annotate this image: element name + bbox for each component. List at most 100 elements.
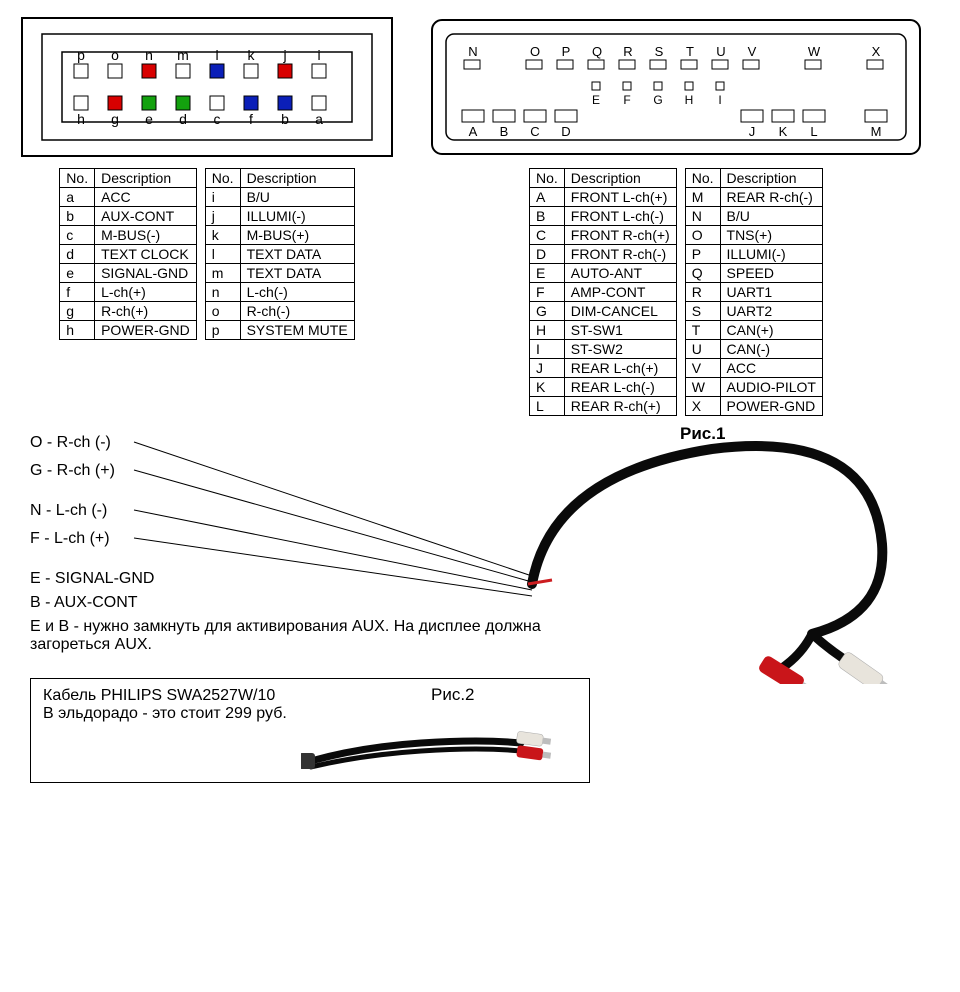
wire-label: E - SIGNAL-GND <box>30 570 154 588</box>
table-row: EAUTO-ANT <box>530 264 677 283</box>
pin-no: c <box>60 226 95 245</box>
table-row: cM-BUS(-) <box>60 226 196 245</box>
table-row: dTEXT CLOCK <box>60 245 196 264</box>
pin-desc: TEXT DATA <box>240 245 354 264</box>
pin-desc: FRONT R-ch(+) <box>564 226 676 245</box>
pin-no: a <box>60 188 95 207</box>
col-desc: Description <box>240 169 354 188</box>
svg-text:N: N <box>468 44 477 59</box>
svg-text:e: e <box>145 111 153 127</box>
pin-no: A <box>530 188 565 207</box>
connector2-tables: No. Description AFRONT L-ch(+)BFRONT L-ch… <box>529 168 823 416</box>
col-desc: Description <box>95 169 197 188</box>
svg-text:F: F <box>623 93 630 107</box>
table-row: hPOWER-GND <box>60 321 196 340</box>
svg-text:c: c <box>214 111 221 127</box>
wire-label: O - R-ch (-) <box>30 434 111 452</box>
table-row: kM-BUS(+) <box>205 226 354 245</box>
table-row: PILLUMI(-) <box>685 245 822 264</box>
pin-desc: FRONT L-ch(+) <box>564 188 676 207</box>
svg-text:l: l <box>215 47 218 63</box>
pin-no: E <box>530 264 565 283</box>
svg-text:f: f <box>249 111 253 127</box>
svg-text:p: p <box>77 47 85 63</box>
pin-no: k <box>205 226 240 245</box>
pin-no: B <box>530 207 565 226</box>
table-row: QSPEED <box>685 264 822 283</box>
table-row: WAUDIO-PILOT <box>685 378 822 397</box>
svg-text:n: n <box>145 47 153 63</box>
pin-desc: CAN(+) <box>720 321 822 340</box>
svg-text:J: J <box>749 124 756 139</box>
pin-desc: POWER-GND <box>95 321 197 340</box>
svg-text:I: I <box>718 93 721 107</box>
pin-desc: R-ch(-) <box>240 302 354 321</box>
svg-text:d: d <box>179 111 187 127</box>
pin-desc: DIM-CANCEL <box>564 302 676 321</box>
pin-desc: AUTO-ANT <box>564 264 676 283</box>
pin-no: f <box>60 283 95 302</box>
table-row: UCAN(-) <box>685 340 822 359</box>
pin-no: L <box>530 397 565 416</box>
table-row: SUART2 <box>685 302 822 321</box>
ris2-label: Рис.2 <box>431 685 475 705</box>
svg-text:O: O <box>530 44 540 59</box>
pin-desc: SIGNAL-GND <box>95 264 197 283</box>
svg-text:k: k <box>248 47 256 63</box>
aux-note: Е и В - нужно замкнуть для активирования… <box>30 618 550 654</box>
pin-desc: TEXT CLOCK <box>95 245 197 264</box>
svg-text:Q: Q <box>592 44 602 59</box>
connector1-block: ponmlkji hgedcfba No.Description aACCbAU… <box>12 12 402 340</box>
pin-desc: B/U <box>720 207 822 226</box>
pin-no: S <box>685 302 720 321</box>
pin-no: p <box>205 321 240 340</box>
pin-desc: FRONT R-ch(-) <box>564 245 676 264</box>
col-no: No. <box>60 169 95 188</box>
table-row: mTEXT DATA <box>205 264 354 283</box>
pin-desc: TEXT DATA <box>240 264 354 283</box>
connector2-table-left: No.Description AFRONT L-ch(+)BFRONT L-ch… <box>529 168 677 416</box>
pin-desc: ACC <box>95 188 197 207</box>
pin-no: h <box>60 321 95 340</box>
pin-desc: ILLUMI(-) <box>240 207 354 226</box>
pin-no: M <box>685 188 720 207</box>
pin-desc: POWER-GND <box>720 397 822 416</box>
svg-text:a: a <box>315 111 323 127</box>
svg-text:E: E <box>592 93 600 107</box>
svg-text:b: b <box>281 111 289 127</box>
pin-no: I <box>530 340 565 359</box>
table-row: gR-ch(+) <box>60 302 196 321</box>
pin-no: K <box>530 378 565 397</box>
pin-no: V <box>685 359 720 378</box>
pin-desc: REAR R-ch(+) <box>564 397 676 416</box>
pin-no: F <box>530 283 565 302</box>
table-row: AFRONT L-ch(+) <box>530 188 677 207</box>
col-desc: Description <box>720 169 822 188</box>
connector2-block: NOPQRSTUVWX EFGHI ABCDJKLM No.Descriptio… <box>426 12 926 416</box>
wire-label: N - L-ch (-) <box>30 502 107 520</box>
pin-no: H <box>530 321 565 340</box>
pin-no: b <box>60 207 95 226</box>
table-row: TCAN(+) <box>685 321 822 340</box>
pin-desc: M-BUS(+) <box>240 226 354 245</box>
col-no: No. <box>530 169 565 188</box>
connector1-table-left: No.Description aACCbAUX-CONTcM-BUS(-)dTE… <box>59 168 196 340</box>
svg-text:C: C <box>530 124 539 139</box>
svg-text:i: i <box>317 47 320 63</box>
connector2-table-right: No.Description MREAR R-ch(-)NB/UOTNS(+)P… <box>685 168 823 416</box>
wire-label: F - L-ch (+) <box>30 530 110 548</box>
svg-text:G: G <box>653 93 662 107</box>
ris1-label: Рис.1 <box>680 424 725 444</box>
wiring-section: O - R-ch (-) G - R-ch (+) N - L-ch (-) F - … <box>12 424 948 804</box>
table-row: JREAR L-ch(+) <box>530 359 677 378</box>
pin-no: n <box>205 283 240 302</box>
pin-desc: ST-SW1 <box>564 321 676 340</box>
svg-text:j: j <box>282 47 286 63</box>
pin-no: J <box>530 359 565 378</box>
table-row: nL-ch(-) <box>205 283 354 302</box>
wire-label: G - R-ch (+) <box>30 462 115 480</box>
pin-no: X <box>685 397 720 416</box>
svg-text:H: H <box>685 93 694 107</box>
philips-line2: В эльдорадо - это стоит 299 руб. <box>43 705 303 723</box>
table-row: KREAR L-ch(-) <box>530 378 677 397</box>
